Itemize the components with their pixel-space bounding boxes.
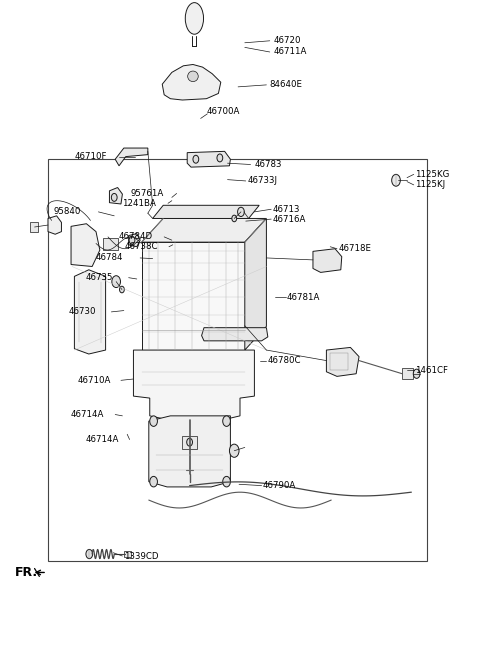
Text: 46714A: 46714A (71, 410, 105, 419)
Text: 46790A: 46790A (263, 481, 296, 490)
Text: 1461CF: 1461CF (415, 366, 448, 375)
Ellipse shape (185, 3, 204, 34)
Text: 46710A: 46710A (78, 376, 111, 385)
Text: 46714A: 46714A (85, 435, 119, 444)
Polygon shape (245, 218, 266, 350)
Text: 46784: 46784 (96, 253, 123, 263)
Bar (48, 159, 427, 561)
Circle shape (232, 215, 237, 222)
Text: 84640E: 84640E (270, 80, 303, 89)
Polygon shape (162, 64, 221, 100)
Text: 46738C: 46738C (125, 242, 158, 251)
Circle shape (129, 236, 135, 244)
Text: 46718E: 46718E (338, 244, 372, 253)
Polygon shape (313, 249, 342, 272)
Circle shape (120, 286, 124, 293)
Ellipse shape (188, 71, 198, 82)
Polygon shape (109, 188, 122, 204)
Text: 95840: 95840 (54, 207, 81, 216)
Text: 46720: 46720 (274, 36, 301, 45)
Polygon shape (74, 270, 106, 354)
Circle shape (187, 438, 192, 446)
Circle shape (217, 154, 223, 162)
Text: 46713: 46713 (273, 205, 300, 214)
Polygon shape (71, 224, 100, 266)
Polygon shape (133, 350, 254, 420)
Bar (30, 222, 38, 232)
Polygon shape (129, 234, 140, 247)
Text: 95761A: 95761A (131, 189, 164, 198)
Circle shape (150, 416, 157, 426)
Circle shape (86, 549, 93, 559)
Text: 46730: 46730 (69, 307, 96, 316)
Polygon shape (187, 151, 230, 167)
Bar (182, 436, 197, 449)
Text: 46783: 46783 (254, 160, 282, 169)
Text: 46735: 46735 (85, 273, 113, 282)
Text: 46781A: 46781A (287, 293, 321, 302)
Text: 46780C: 46780C (268, 356, 301, 365)
Circle shape (413, 369, 420, 378)
Text: 46733J: 46733J (248, 176, 277, 186)
Text: 1125KJ: 1125KJ (415, 180, 445, 190)
Text: 1125KG: 1125KG (415, 170, 450, 179)
Circle shape (392, 174, 400, 186)
Text: 46711A: 46711A (274, 47, 307, 57)
Circle shape (229, 444, 239, 457)
Circle shape (238, 207, 244, 216)
Bar (124, 551, 131, 557)
Text: FR.: FR. (15, 566, 38, 579)
Circle shape (111, 193, 117, 201)
Polygon shape (48, 216, 61, 234)
Text: 46784D: 46784D (119, 232, 153, 241)
Text: 46700A: 46700A (206, 107, 240, 116)
Polygon shape (326, 347, 359, 376)
Circle shape (112, 276, 120, 288)
Circle shape (184, 469, 195, 485)
Text: 1241BA: 1241BA (122, 199, 156, 208)
Bar (103, 238, 118, 250)
Polygon shape (142, 242, 245, 350)
Circle shape (150, 476, 157, 487)
Bar (402, 368, 413, 379)
Polygon shape (149, 416, 230, 487)
Circle shape (223, 476, 230, 487)
Circle shape (223, 416, 230, 426)
Polygon shape (153, 205, 259, 218)
Polygon shape (115, 148, 148, 166)
Text: 46716A: 46716A (273, 215, 306, 224)
Polygon shape (142, 218, 266, 242)
Bar (330, 353, 348, 370)
Text: 1339CD: 1339CD (124, 551, 158, 561)
Polygon shape (202, 328, 268, 341)
Circle shape (193, 155, 199, 163)
Text: 46710F: 46710F (74, 152, 107, 161)
